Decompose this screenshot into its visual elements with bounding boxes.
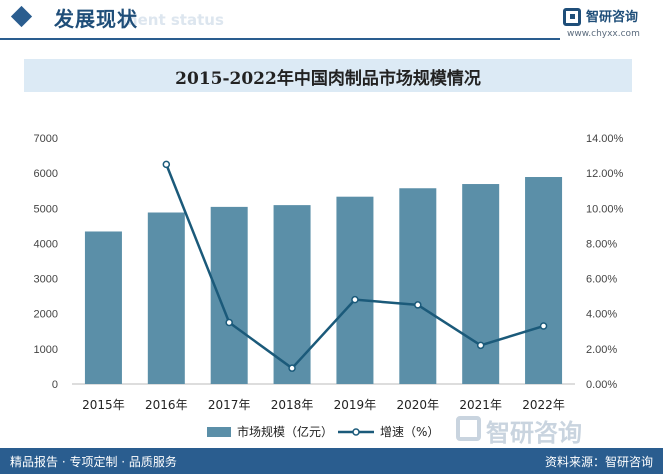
brand-logo-icon (563, 8, 581, 26)
legend-bar-swatch (207, 427, 231, 437)
section-subtitle: ment status (122, 11, 224, 29)
x-tick-label: 2016年 (145, 398, 188, 412)
bar-2017年 (210, 206, 248, 384)
x-tick-label: 2019年 (334, 398, 377, 412)
bar-2022年 (525, 177, 563, 384)
growth-point-2021年 (476, 341, 485, 350)
y-left-tick-label: 6000 (34, 168, 58, 180)
section-header: ment status 发展现状 智研咨询 www.chyxx.com (0, 0, 663, 40)
y-left-tick-label: 2000 (34, 309, 58, 321)
bar-2018年 (273, 205, 311, 384)
growth-point-2019年 (351, 295, 359, 304)
y-right-tick-label: 6.00% (586, 274, 617, 286)
footer-slogan: 精品报告 · 专项定制 · 品质服务 (10, 455, 177, 469)
x-tick-label: 2020年 (397, 398, 440, 412)
y-right-tick-label: 14.00% (586, 133, 624, 145)
bar-2016年 (147, 212, 185, 384)
y-right-tick-label: 12.00% (586, 168, 624, 180)
y-left-tick-label: 7000 (34, 133, 58, 145)
y-left-tick-label: 0 (52, 379, 58, 391)
legend-line-marker (352, 428, 360, 436)
growth-point-2022年 (539, 322, 548, 330)
y-left-tick-label: 1000 (34, 344, 58, 356)
footer-source: 资料来源：智研咨询 (544, 455, 653, 469)
growth-point-2017年 (225, 318, 233, 327)
header-divider (0, 38, 560, 40)
y-left-tick-label: 4000 (34, 238, 58, 250)
x-tick-label: 2022年 (522, 398, 565, 412)
brand-name: 智研咨询 (586, 10, 639, 25)
legend-line-label: 增速（%） (380, 425, 439, 439)
y-right-tick-label: 4.00% (586, 309, 617, 321)
bar-2021年 (462, 184, 500, 384)
section-title: 发展现状 (54, 7, 138, 31)
chart-title-band: 2015-2022年中国肉制品市场规模情况 (24, 59, 632, 92)
y-right-tick-label: 2.00% (586, 344, 617, 356)
x-tick-label: 2021年 (459, 398, 502, 412)
bar-2015年 (84, 231, 122, 384)
watermark-text: 智研咨询 (486, 419, 582, 447)
footer-bar: 精品报告 · 专项定制 · 品质服务 资料来源：智研咨询 (0, 448, 663, 474)
bar-2020年 (399, 188, 437, 384)
x-tick-label: 2018年 (271, 398, 314, 412)
y-right-tick-label: 0.00% (586, 379, 617, 391)
bar-2019年 (336, 196, 374, 384)
growth-point-2016年 (162, 160, 171, 169)
x-tick-label: 2017年 (208, 398, 251, 412)
watermark-logo-icon (456, 416, 481, 441)
chart-title: 2015-2022年中国肉制品市场规模情况 (175, 69, 481, 89)
y-left-tick-label: 5000 (34, 203, 58, 215)
brand-block: 智研咨询 www.chyxx.com (563, 5, 661, 39)
legend-bar-label: 市场规模（亿元） (237, 424, 333, 439)
y-right-tick-label: 8.00% (586, 238, 617, 250)
growth-point-2018年 (288, 364, 296, 372)
y-left-tick-label: 3000 (34, 274, 58, 286)
brand-url: www.chyxx.com (567, 29, 640, 39)
growth-point-2020年 (414, 301, 422, 309)
y-right-tick-label: 10.00% (586, 203, 624, 215)
x-tick-label: 2015年 (82, 398, 125, 412)
